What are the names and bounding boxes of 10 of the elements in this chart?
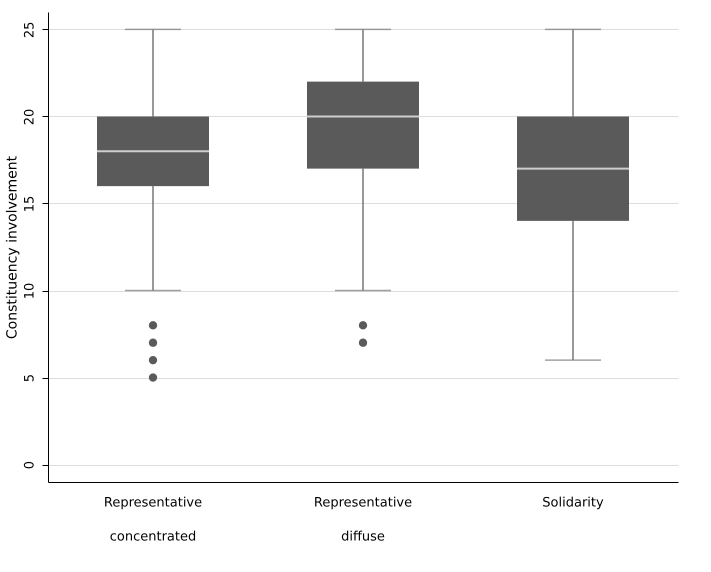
- category-label: Representative diffuse: [314, 496, 412, 544]
- y-tick-label: 5: [22, 374, 38, 382]
- y-tick-label: 0: [22, 460, 38, 470]
- y-tick-label: 15: [22, 196, 38, 212]
- category-label: Representative concentrated: [104, 496, 202, 544]
- y-tick-label: 20: [22, 108, 38, 126]
- y-tick-label: 10: [22, 282, 38, 300]
- y-axis-title: Constituency involvement: [4, 155, 20, 340]
- y-tick-label: 25: [22, 22, 38, 38]
- x-tick-label: Solidarity: [542, 496, 604, 510]
